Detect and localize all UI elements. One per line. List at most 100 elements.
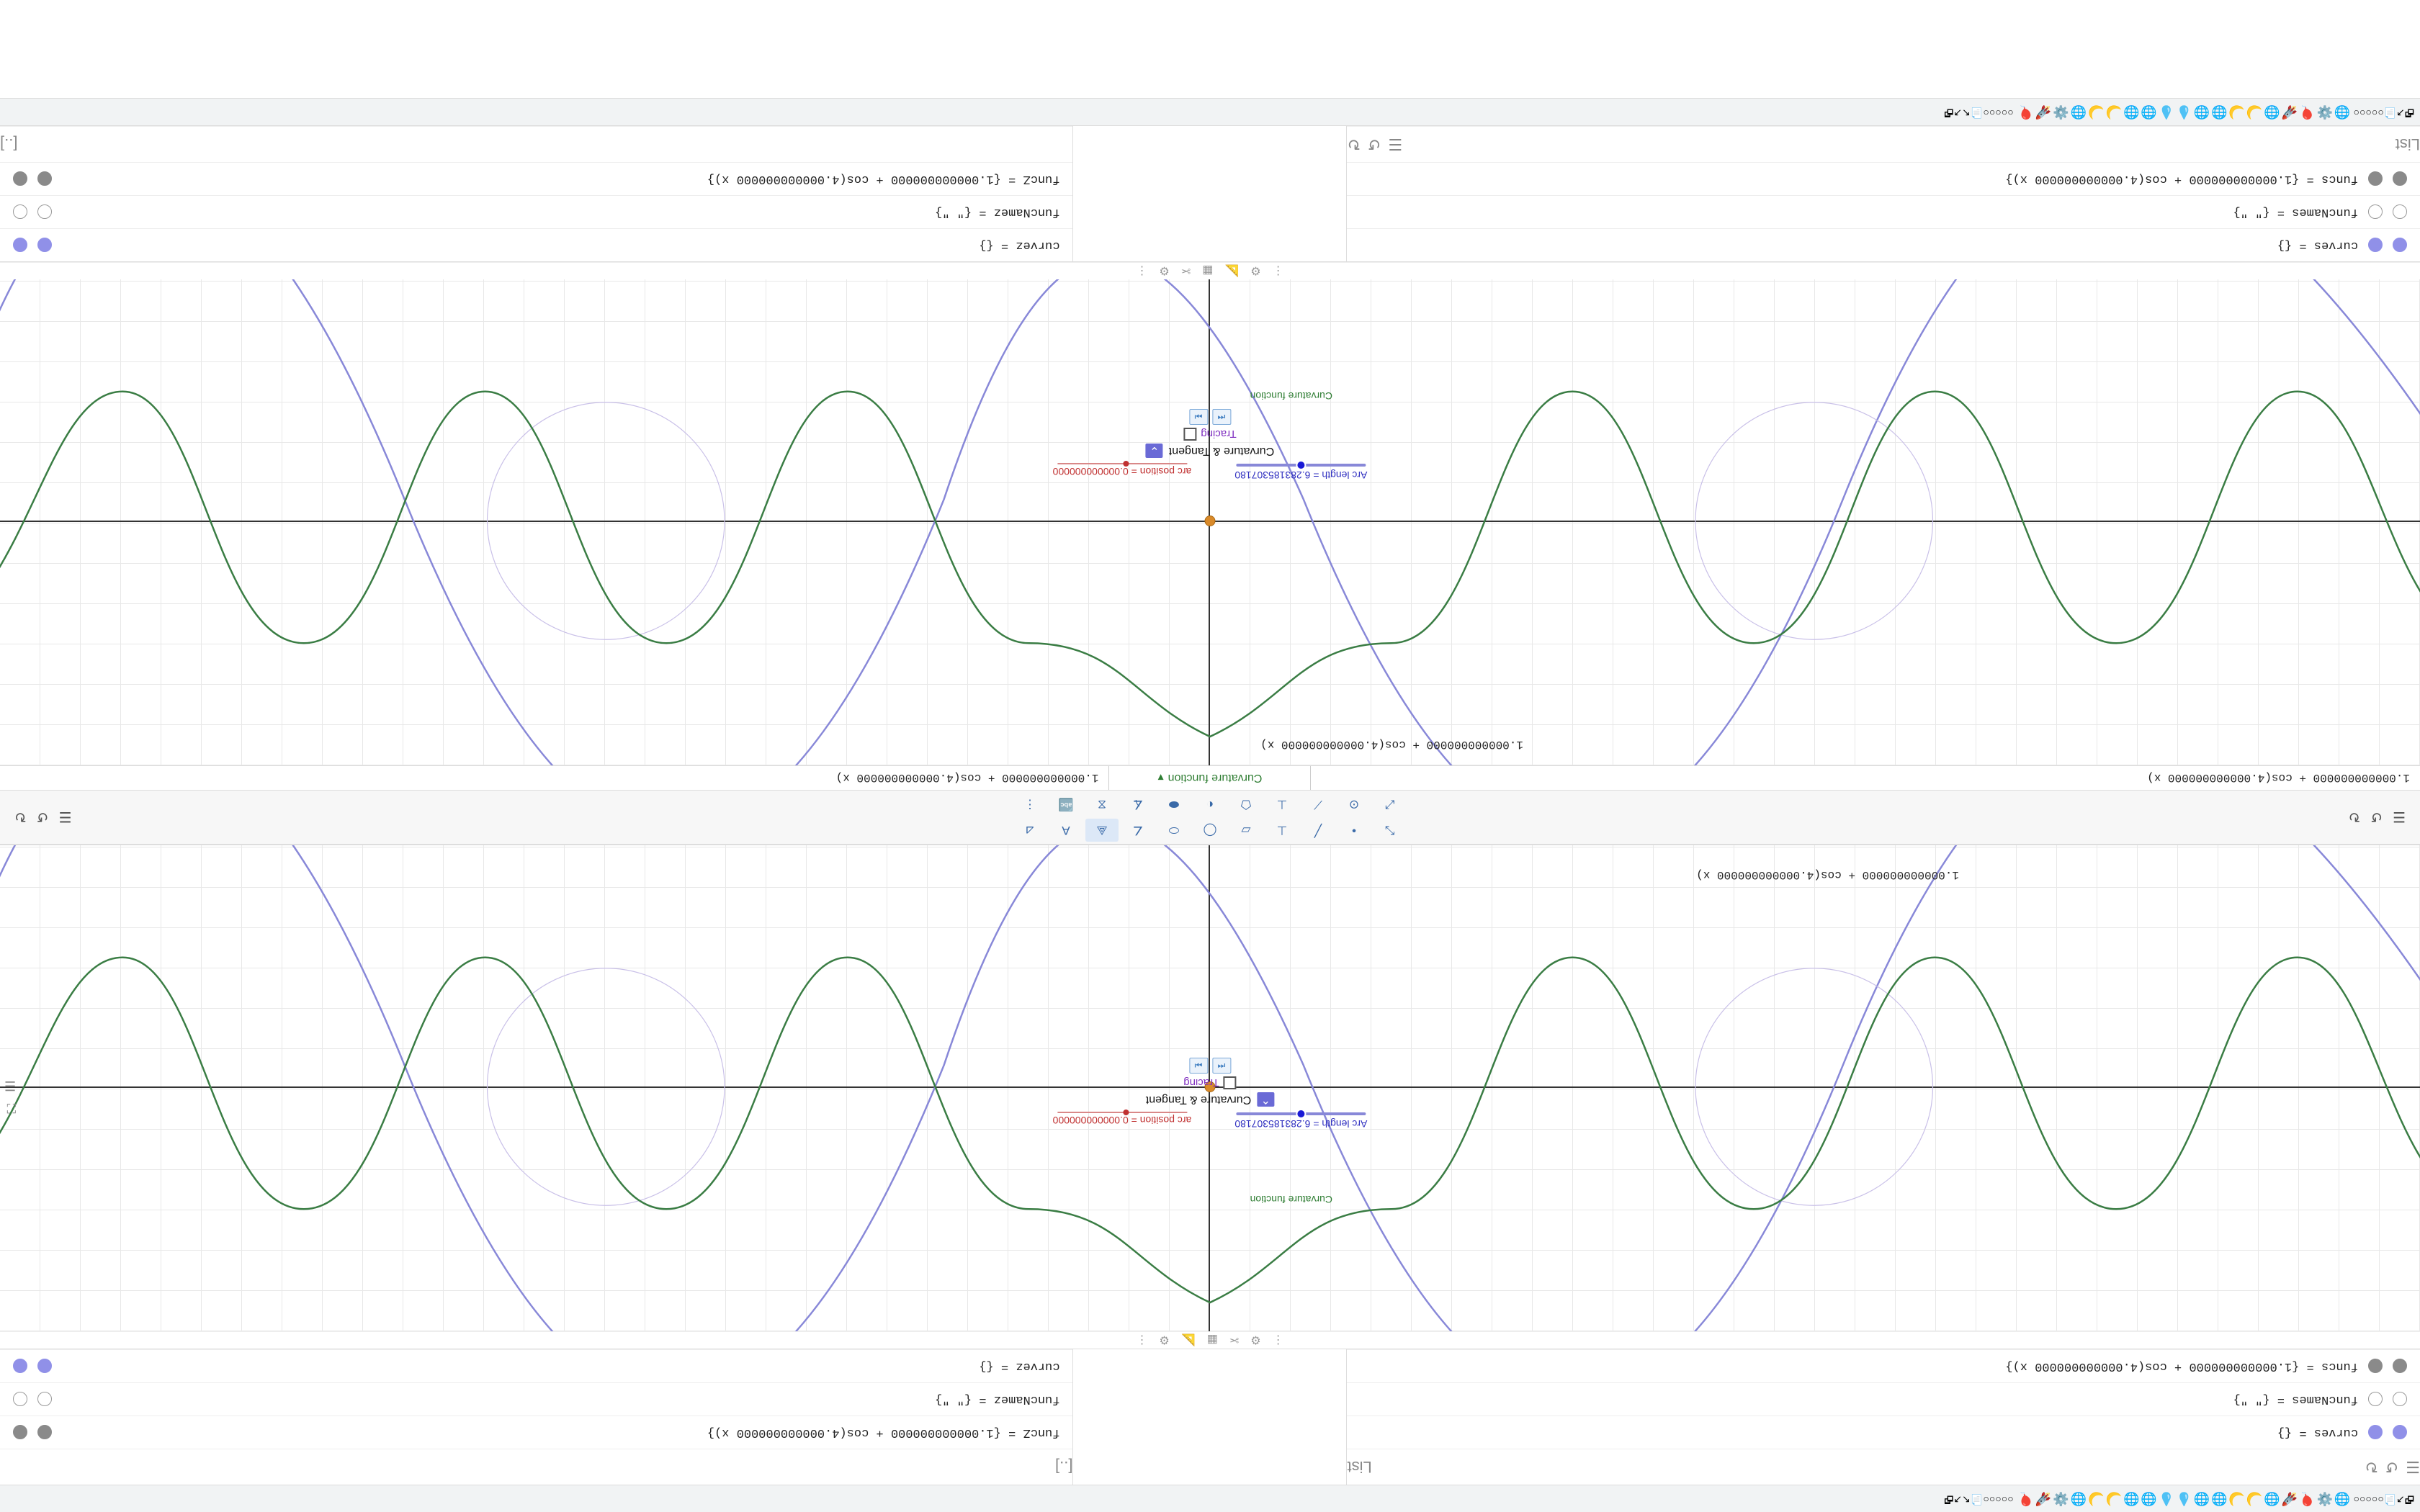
text-tool-icon-2[interactable]: 🔤	[1049, 793, 1083, 816]
funcs-toggle-2[interactable]	[2368, 1359, 2383, 1374]
curves-toggle-1[interactable]	[2393, 1426, 2407, 1440]
graphics-view-1[interactable]: ⋮ ⚙ ✂ ▦ 📐 ⚙ ⋮ 🔍 ✋	[0, 845, 2420, 1349]
perpendicular-tool-icon[interactable]: ⊥	[1265, 819, 1299, 842]
angle-tool-icon[interactable]: ∠	[1121, 819, 1155, 842]
layout-icon-1[interactable]: ▦	[1207, 1333, 1218, 1348]
skip-next-button-2[interactable]: ⏭	[1189, 409, 1208, 425]
angle-tool-icon-2[interactable]: ∡	[1121, 793, 1155, 816]
funcNamez-bottom-toggle-2[interactable]	[13, 205, 27, 220]
undo-icon[interactable]: ↺	[2385, 1458, 2398, 1477]
list-icon-bottom[interactable]: ☰	[1388, 135, 1402, 154]
funcNamez-bottom-expr[interactable]: funcNamez = {" "}	[62, 205, 1060, 219]
funcnames-toggle-1[interactable]	[2393, 1392, 2407, 1407]
funcnames-toggle-2[interactable]	[2368, 1392, 2383, 1407]
scissors-icon-1[interactable]: ✂	[1229, 1333, 1239, 1348]
arc-position-track-2[interactable]	[1057, 463, 1187, 464]
slider-tool-icon-2[interactable]: ⋮	[1013, 793, 1047, 816]
line-tool-icon[interactable]: ╱	[1301, 819, 1335, 842]
arc-position-track-1[interactable]	[1057, 1112, 1187, 1113]
graphics-canvas-1[interactable]: Curvature function Arc length = 6.283185…	[0, 845, 2420, 1331]
funcNamez-toggle-2[interactable]	[13, 1392, 27, 1407]
funcs-bottom-toggle-1[interactable]	[2393, 172, 2407, 186]
ruler-icon-1[interactable]: 📐	[1181, 1333, 1196, 1348]
gear-icon-2[interactable]: ⚙	[1250, 264, 1260, 279]
slider-tool-icon[interactable]: ⊿	[1013, 819, 1047, 842]
hamburger-icon-right-1[interactable]: ☰	[4, 1079, 16, 1094]
function-input-right[interactable]: 1.000000000000 + cos(4.000000000000 x)	[0, 766, 1109, 790]
move-tool-icon[interactable]: ⤡	[1373, 819, 1407, 842]
redo-icon-bottom[interactable]: ↻	[1348, 135, 1361, 154]
curvez-bottom-toggle-2[interactable]	[13, 238, 27, 253]
curvez-bottom-expr[interactable]: curvez = {}	[62, 238, 1060, 252]
curvature-tangent-toggle-2[interactable]: Curvature & Tangent ⌄	[1053, 444, 1368, 458]
ellipse-tool-icon-2[interactable]: ⬬	[1157, 793, 1191, 816]
funcZ-toggle-2[interactable]	[13, 1426, 27, 1440]
gear-icon-1[interactable]: ⚙	[1250, 1333, 1260, 1348]
curves-bottom-expr[interactable]: curves = {}	[1361, 238, 2359, 252]
hamburger-icon-left[interactable]: ☰	[2393, 809, 2406, 827]
funcs-bottom-expr[interactable]: funcs = {1.000000000000 + cos(4.00000000…	[1361, 172, 2359, 186]
undo-icon-bottom[interactable]: ↺	[1368, 135, 1381, 154]
funcs-bottom-row[interactable]: funcs = {1.000000000000 + cos(4.00000000…	[1348, 162, 2420, 195]
function-dropdown[interactable]: Curvature function ▾	[1109, 766, 1311, 790]
tracing-checkbox-box-1[interactable]	[1224, 1076, 1237, 1089]
funcs-row[interactable]: funcs = {1.000000000000 + cos(4.00000000…	[1348, 1349, 2420, 1382]
curvez-expr[interactable]: curvez = {}	[62, 1359, 1060, 1373]
graphics-view-2[interactable]: ✋ 🔍 Curvature function Arc leng	[0, 261, 2420, 765]
ruler-icon-2[interactable]: 📐	[1224, 264, 1239, 279]
curves-expr[interactable]: curves = {}	[1361, 1426, 2359, 1439]
funcnames-bottom-row[interactable]: funcNames = {" "}	[1348, 195, 2420, 228]
curvez-bottom-toggle-1[interactable]	[37, 238, 52, 253]
chevron-down-icon[interactable]: ▾	[1158, 771, 1164, 786]
funcNamez-bottom-toggle-1[interactable]	[37, 205, 52, 220]
undo-icon-left[interactable]: ↺	[2370, 809, 2383, 827]
funcZ-row[interactable]: funcZ = {1.000000000000 + cos(4.00000000…	[0, 1416, 1073, 1449]
undo-icon-right[interactable]: ↺	[37, 809, 49, 827]
curves-bottom-toggle-1[interactable]	[2393, 238, 2407, 253]
circle-tool-icon[interactable]: ◯	[1193, 819, 1227, 842]
funcNamez-toggle-1[interactable]	[37, 1392, 52, 1407]
perpendicular-tool-icon-2[interactable]: ⊥	[1265, 793, 1299, 816]
skip-prev-button-1[interactable]: ⏮	[1212, 1058, 1231, 1074]
curves-bottom-row[interactable]: curves = {}	[1348, 228, 2420, 261]
point-tool-icon[interactable]: •	[1337, 819, 1371, 842]
point-tool-icon-2[interactable]: ⊙	[1337, 793, 1371, 816]
arc-length-slider-1[interactable]	[1236, 1112, 1366, 1115]
funcZ-bottom-toggle-2[interactable]	[13, 172, 27, 186]
curvez-toggle-2[interactable]	[13, 1359, 27, 1374]
funcs-bottom-toggle-2[interactable]	[2368, 172, 2383, 186]
curvez-row[interactable]: curvez = {}	[0, 1349, 1073, 1382]
funcZ-toggle-1[interactable]	[37, 1426, 52, 1440]
graphics-canvas-2[interactable]: Curvature function Arc length = 6.283185…	[0, 279, 2420, 765]
dots-icon-1[interactable]: ⋮	[1136, 1333, 1147, 1348]
funcZ-bottom-toggle-1[interactable]	[37, 172, 52, 186]
funcnames-bottom-toggle-1[interactable]	[2393, 205, 2407, 220]
reflect-tool-icon-2[interactable]: ⧖	[1085, 793, 1119, 816]
settings-icon-1[interactable]: ⋮	[1273, 1333, 1284, 1348]
chevron-up-icon-1[interactable]: ⌃	[1257, 1092, 1274, 1107]
curves-bottom-toggle-2[interactable]	[2368, 238, 2383, 253]
redo-icon-left[interactable]: ↻	[2349, 809, 2361, 827]
tracing-checkbox-1[interactable]: Tracing	[1183, 1076, 1236, 1089]
skip-next-button-1[interactable]: ⏭	[1189, 1058, 1208, 1074]
arc-length-slider-2[interactable]	[1236, 464, 1366, 467]
curves-row[interactable]: curves = {}	[1348, 1416, 2420, 1449]
layout-icon-2[interactable]: ▦	[1202, 264, 1213, 279]
funcnames-bottom-toggle-2[interactable]	[2368, 205, 2383, 220]
curvature-tangent-toggle-1[interactable]: ⌃ Curvature & Tangent	[1053, 1092, 1368, 1107]
funcnames-bottom-expr[interactable]: funcNames = {" "}	[1361, 205, 2359, 219]
reflect-tool-icon[interactable]: ⟁	[1085, 819, 1119, 842]
curvez-toggle-1[interactable]	[37, 1359, 52, 1374]
curves-toggle-2[interactable]	[2368, 1426, 2383, 1440]
hamburger-icon-right[interactable]: ☰	[59, 809, 72, 827]
circle-tool-icon-2[interactable]: ◐	[1193, 793, 1227, 816]
line-tool-icon-2[interactable]: ⟋	[1301, 793, 1335, 816]
polygon-tool-icon-2[interactable]: ⬠	[1229, 793, 1263, 816]
skip-prev-button-2[interactable]: ⏮	[1212, 409, 1231, 425]
curvez-bottom-row[interactable]: curvez = {}	[0, 228, 1073, 261]
funcs-toggle-1[interactable]	[2393, 1359, 2407, 1374]
list-icon[interactable]: ☰	[2406, 1458, 2420, 1477]
scissors-icon-2[interactable]: ✂	[1181, 264, 1191, 279]
funcZ-bottom-row[interactable]: funcZ = {1.000000000000 + cos(4.00000000…	[0, 162, 1073, 195]
funcZ-expr[interactable]: funcZ = {1.000000000000 + cos(4.00000000…	[62, 1426, 1060, 1439]
